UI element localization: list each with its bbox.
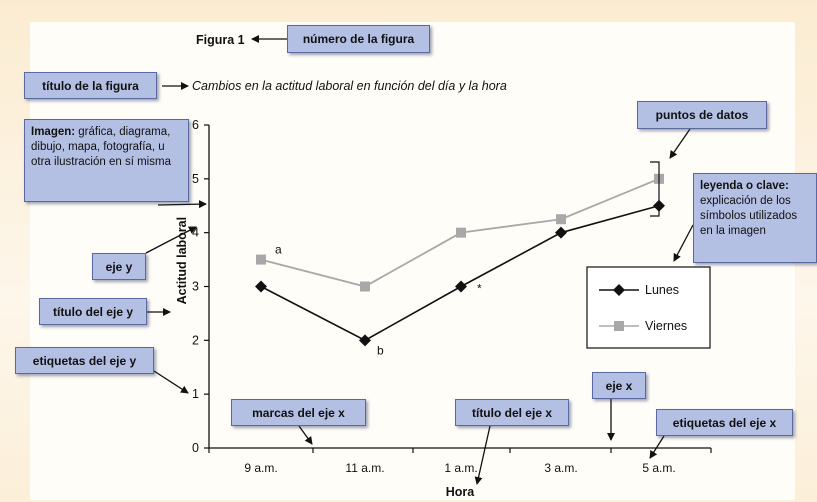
arrow-x-axis-labels — [649, 435, 665, 459]
y-tick-label: 5 — [192, 172, 199, 186]
callout-y-axis: eje y — [92, 253, 146, 280]
legend-box — [586, 266, 711, 349]
callout-y-axis-labels: etiquetas del eje y — [15, 347, 154, 374]
callout-x-axis: eje x — [592, 372, 646, 399]
callout-legend-bold: leyenda o clave: — [700, 180, 789, 192]
callout-data-points: puntos de datos — [637, 101, 767, 129]
legend-marker — [614, 321, 624, 331]
callout-x-axis-title: título del eje x — [455, 399, 569, 426]
data-point-viernes — [456, 227, 466, 238]
data-annotation: b — [377, 343, 384, 357]
callout-image-text: gráfica, diagrama, dibujo, mapa, fotogra… — [31, 126, 171, 168]
arrow-x-axis-ticks — [298, 425, 313, 445]
callout-y-axis-title: título del eje y — [39, 298, 147, 325]
legend-label: Viernes — [645, 319, 687, 333]
x-tick-label: 11 a.m. — [345, 461, 384, 475]
data-points-bracket — [650, 161, 660, 217]
legend-marker — [613, 284, 625, 296]
data-point-lunes — [555, 226, 567, 239]
y-tick-label: 1 — [192, 387, 199, 401]
data-point-lunes — [455, 280, 467, 293]
y-tick-label: 3 — [192, 280, 199, 294]
data-point-viernes — [256, 254, 266, 265]
callout-figure-number: número de la figura — [287, 25, 430, 53]
callout-legend-text: explicación de los símbolos utilizados e… — [700, 195, 798, 237]
x-tick-label: 9 a.m. — [244, 461, 277, 475]
arrow-y-axis — [145, 226, 197, 254]
data-point-lunes — [255, 280, 267, 293]
figure-title: Cambios en la actitud laboral en función… — [192, 79, 507, 93]
x-axis-title: Hora — [446, 485, 476, 499]
legend-label: Lunes — [645, 283, 679, 297]
arrow-x-axis-title — [474, 425, 491, 485]
arrow-y-axis-labels — [153, 370, 189, 394]
arrow-legend — [673, 224, 694, 262]
callout-figure-title: título de la figura — [24, 72, 157, 99]
callout-x-axis-ticks: marcas del eje x — [231, 399, 366, 426]
data-point-viernes — [360, 281, 370, 292]
data-annotation: a — [275, 243, 282, 257]
callout-image-bold: Imagen: — [31, 126, 76, 138]
y-axis-title: Actitud laboral — [175, 217, 189, 305]
x-tick-label: 5 a.m. — [642, 461, 675, 475]
callout-image: Imagen: gráfica, diagrama, dibujo, mapa,… — [24, 119, 189, 202]
arrow-image — [157, 200, 207, 209]
callout-x-axis-labels: etiquetas del eje x — [656, 409, 793, 436]
figure-number: Figura 1 — [196, 33, 245, 47]
y-tick-label: 2 — [192, 333, 199, 347]
data-point-lunes — [359, 334, 371, 347]
y-tick-label: 6 — [192, 118, 199, 132]
data-annotation: * — [477, 282, 482, 296]
arrow-data-points — [669, 128, 691, 159]
x-tick-label: 1 a.m. — [444, 461, 477, 475]
x-tick-label: 3 a.m. — [544, 461, 577, 475]
y-tick-label: 0 — [192, 441, 199, 455]
callout-legend: leyenda o clave: explicación de los símbo… — [693, 173, 817, 263]
data-point-viernes — [556, 214, 566, 225]
